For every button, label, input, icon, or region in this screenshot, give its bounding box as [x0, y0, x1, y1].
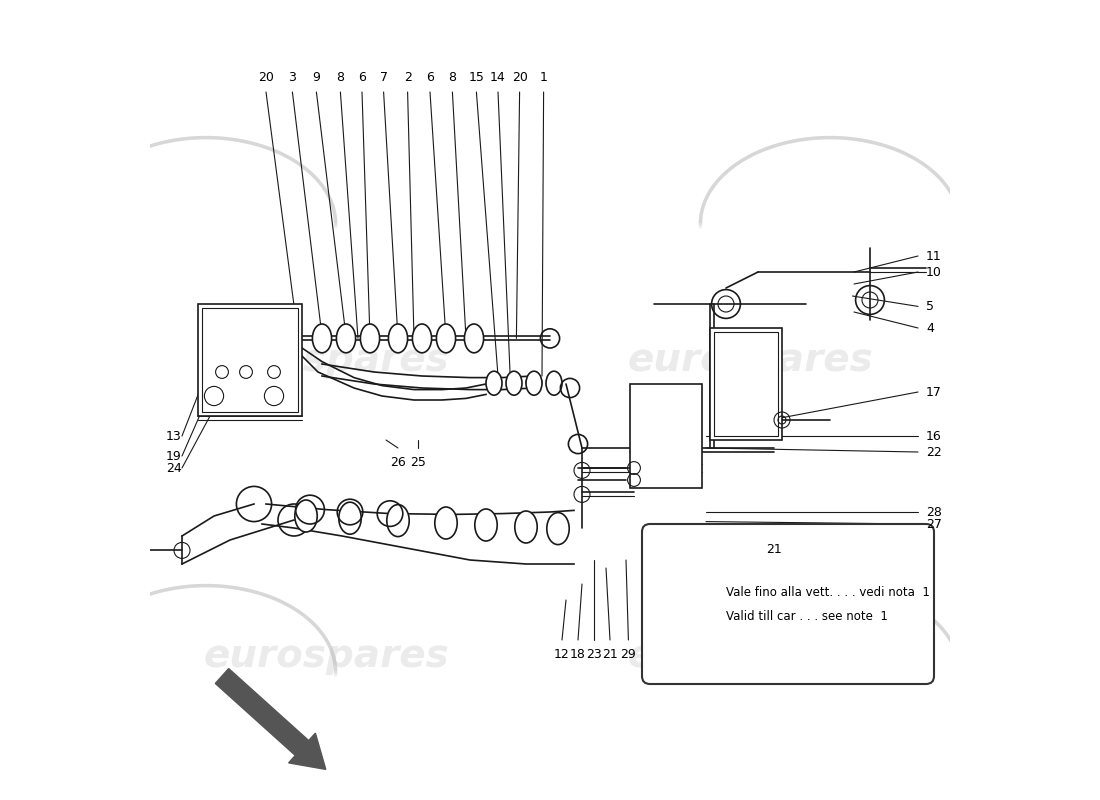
Ellipse shape	[337, 324, 355, 353]
Ellipse shape	[486, 371, 502, 395]
Text: Valid till car . . . see note  1: Valid till car . . . see note 1	[726, 610, 888, 622]
Ellipse shape	[434, 507, 458, 539]
Text: 14: 14	[491, 71, 506, 84]
Bar	[630, 384, 702, 488]
Text: 22: 22	[926, 446, 942, 458]
Text: 17: 17	[926, 386, 942, 398]
Text: 29: 29	[620, 648, 636, 661]
Text: 15: 15	[469, 71, 484, 84]
Ellipse shape	[464, 324, 484, 353]
Text: 11: 11	[926, 250, 942, 262]
Ellipse shape	[361, 324, 379, 353]
Text: 20: 20	[512, 71, 528, 84]
Text: 13: 13	[166, 430, 182, 442]
Ellipse shape	[546, 371, 562, 395]
Ellipse shape	[295, 500, 317, 532]
FancyArrow shape	[216, 669, 326, 770]
Text: 27: 27	[926, 518, 942, 530]
Text: 21: 21	[766, 543, 782, 556]
Text: eurospares: eurospares	[204, 637, 449, 675]
Ellipse shape	[515, 511, 537, 543]
Ellipse shape	[547, 513, 569, 545]
Text: 26: 26	[390, 456, 406, 469]
Text: 6: 6	[359, 71, 366, 84]
Ellipse shape	[475, 509, 497, 541]
Ellipse shape	[312, 324, 331, 353]
Ellipse shape	[437, 324, 455, 353]
Ellipse shape	[412, 324, 431, 353]
Text: 23: 23	[586, 648, 602, 661]
Text: 3: 3	[288, 71, 296, 84]
Ellipse shape	[388, 324, 408, 353]
Text: eurospares: eurospares	[204, 341, 449, 379]
Text: 28: 28	[926, 506, 942, 518]
Text: 20: 20	[258, 71, 274, 84]
Text: 5: 5	[926, 300, 934, 313]
Ellipse shape	[339, 502, 361, 534]
Text: 25: 25	[410, 456, 426, 469]
Text: 21: 21	[602, 648, 618, 661]
Text: 4: 4	[926, 322, 934, 334]
Bar	[710, 328, 782, 440]
Ellipse shape	[506, 371, 522, 395]
FancyBboxPatch shape	[642, 524, 934, 684]
Bar	[202, 308, 298, 412]
Text: eurospares: eurospares	[627, 637, 873, 675]
Text: 12: 12	[554, 648, 570, 661]
Bar	[198, 304, 302, 416]
Text: 24: 24	[166, 462, 182, 474]
Text: Vale fino alla vett. . . . vedi nota  1: Vale fino alla vett. . . . vedi nota 1	[726, 586, 930, 598]
Ellipse shape	[387, 505, 409, 537]
Text: 1: 1	[540, 71, 548, 84]
Text: 19: 19	[166, 450, 182, 462]
Text: 8: 8	[449, 71, 456, 84]
Text: 8: 8	[337, 71, 344, 84]
Text: eurospares: eurospares	[627, 341, 873, 379]
Text: 6: 6	[426, 71, 433, 84]
Bar	[666, 556, 702, 604]
Text: 18: 18	[570, 648, 586, 661]
Text: 10: 10	[926, 266, 942, 278]
Ellipse shape	[526, 376, 542, 389]
Bar	[714, 332, 778, 436]
Ellipse shape	[526, 371, 542, 395]
Text: 9: 9	[312, 71, 320, 84]
Ellipse shape	[280, 324, 299, 353]
Text: 16: 16	[926, 430, 942, 442]
Text: 2: 2	[404, 71, 411, 84]
Text: 7: 7	[379, 71, 387, 84]
